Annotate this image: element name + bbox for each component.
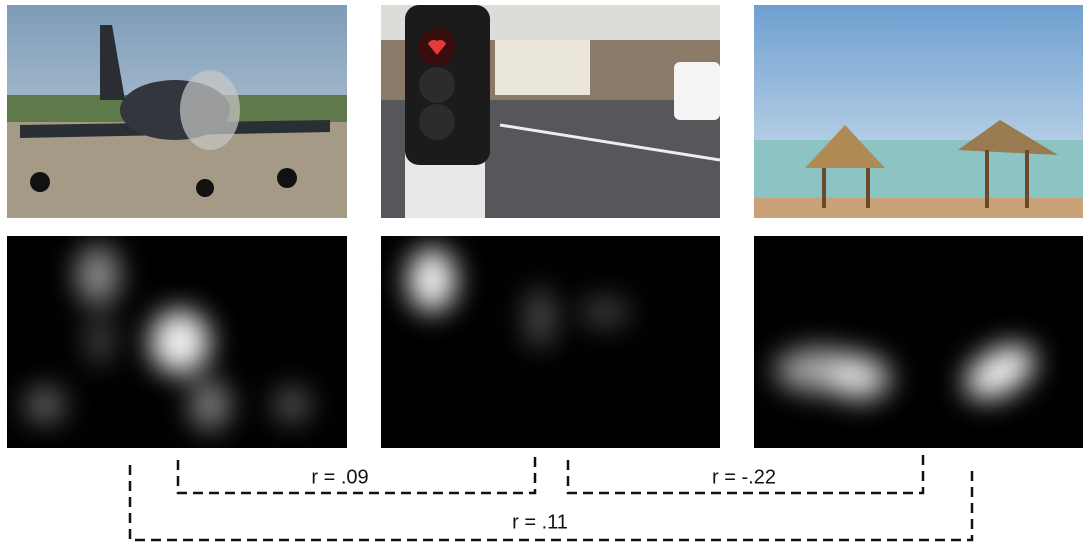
- photo-beach: [754, 5, 1083, 218]
- photo-traffic-light: [381, 5, 720, 218]
- correlation-label: r = -.22: [712, 466, 776, 488]
- correlation-label: r = .11: [512, 511, 568, 533]
- heatmap-2: [381, 236, 720, 448]
- photo-airplane: [7, 5, 347, 218]
- heatmap-3: [754, 236, 1083, 448]
- correlation-label: r = .09: [311, 466, 368, 488]
- heatmap-1: [7, 236, 347, 448]
- figure: r = .09 r = -.22 r = .11: [0, 0, 1083, 544]
